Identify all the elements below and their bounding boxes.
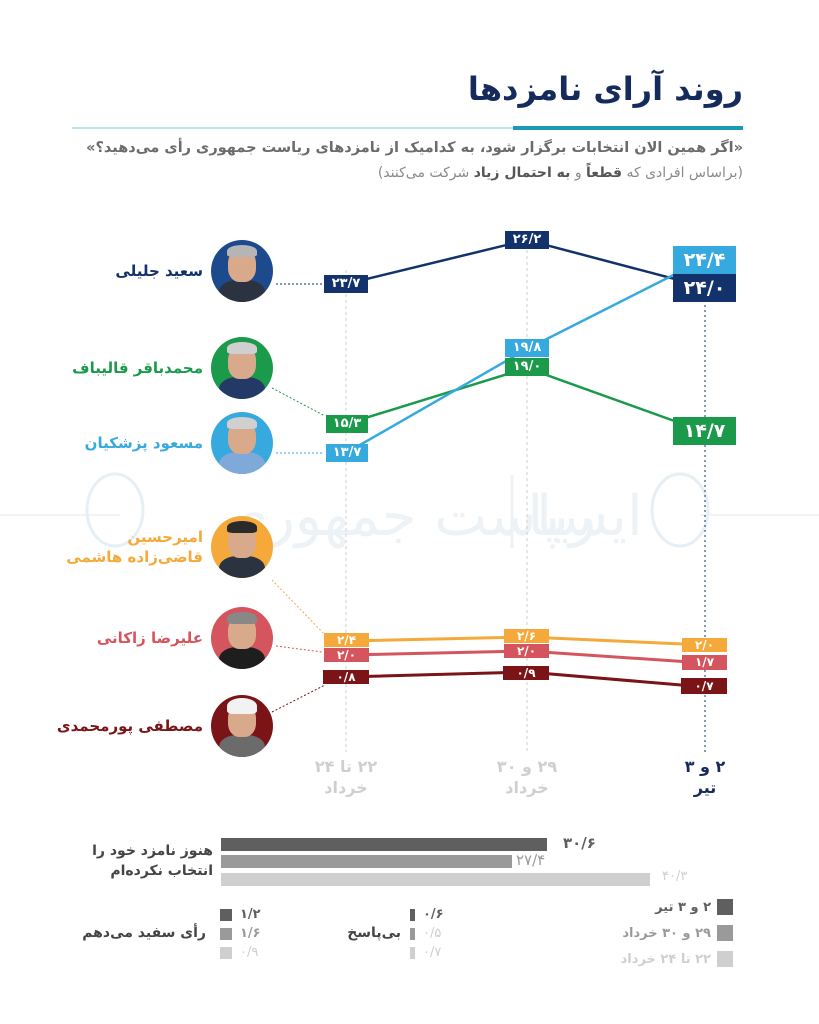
axis-label-period-2: ۲۹ و ۳۰ خرداد <box>477 757 577 799</box>
note-and: و <box>574 165 582 181</box>
legend-swatch <box>220 908 232 921</box>
page-title: روند آرای نامزدها <box>467 70 743 108</box>
value-label-hashemi-2: ۲/۶ <box>504 629 549 643</box>
title-divider-accent <box>513 126 743 130</box>
candidate-jalili: سعید جلیلی <box>115 240 273 302</box>
axis-label-line2: خرداد <box>324 777 368 797</box>
value-label-jalili-2: ۲۶/۲ <box>505 231 549 249</box>
candidate-ghalibaf: محمدباقر قالیباف <box>72 337 273 399</box>
no-answer-value: ۰/۷ <box>423 945 442 960</box>
candidate-name: امیرحسین قاضی‌زاده هاشمی <box>66 527 203 568</box>
no-answer-value: ۰/۵ <box>423 926 442 941</box>
survey-question: «اگر همین الان انتخابات برگزار شود، به ک… <box>86 140 743 156</box>
undecided-label-line1: هنوز نامزد خود را <box>92 843 213 859</box>
undecided-bar-period-1 <box>221 873 650 886</box>
svg-text:ریاست جمهوری: ریاست جمهوری <box>224 484 596 549</box>
undecided-value-period-1: ۴۰/۳ <box>662 869 688 884</box>
value-label-hashemi-1: ۲/۴ <box>324 633 369 647</box>
title-divider <box>72 126 743 130</box>
undecided-label: هنوز نامزد خود را انتخاب نکرده‌ام <box>63 842 213 881</box>
value-label-pourmohammadi-3: ۰/۷ <box>681 678 727 694</box>
candidate-zakani: علیرضا زاکانی <box>97 607 273 669</box>
candidate-hashemi: امیرحسین قاضی‌زاده هاشمی <box>66 516 273 578</box>
blank-vote-row-period-3: ۱/۲ <box>220 907 261 922</box>
axis-label-line2: تیر <box>693 777 717 797</box>
blank-vote-value: ۰/۹ <box>240 945 259 960</box>
undecided-bar-period-3 <box>221 838 547 851</box>
avatar-ghalibaf <box>211 337 273 399</box>
survey-note: (براساس افرادی که قطعاً و به احتمال زیاد… <box>378 165 743 181</box>
legend-item-period-3: ۲ و ۳ تیر <box>655 899 733 915</box>
legend-swatch <box>410 908 415 921</box>
avatar-zakani <box>211 607 273 669</box>
no-answer-row-period-2: ۰/۵ <box>410 926 441 941</box>
legend-item-period-1: ۲۲ تا ۲۴ خرداد <box>621 951 733 967</box>
legend-item-period-2: ۲۹ و ۳۰ خرداد <box>622 925 733 941</box>
no-answer-label: بی‌پاسخ <box>347 925 401 941</box>
axis-label-line1: ۲۲ تا ۲۴ <box>314 757 378 776</box>
blank-vote-value: ۱/۶ <box>240 926 261 941</box>
candidate-name: مسعود پزشکیان <box>84 433 203 452</box>
value-label-zakani-2: ۲/۰ <box>504 644 549 658</box>
undecided-value-period-3: ۳۰/۶ <box>563 834 596 852</box>
blank-vote-label: رأی سفید می‌دهم <box>82 925 206 941</box>
value-label-jalili-3: ۲۴/۰ <box>673 274 736 302</box>
candidate-pourmohammadi: مصطفی پورمحمدی <box>57 695 273 757</box>
legend-label: ۲۹ و ۳۰ خرداد <box>622 925 711 941</box>
legend-swatch <box>220 946 232 959</box>
value-label-ghalibaf-3: ۱۴/۷ <box>673 417 736 445</box>
legend-label: ۲۲ تا ۲۴ خرداد <box>620 951 711 967</box>
blank-vote-value: ۱/۲ <box>240 907 261 922</box>
axis-label-line2: خرداد <box>505 777 549 797</box>
blank-vote-row-period-2: ۱/۶ <box>220 926 261 941</box>
legend-swatch <box>410 927 415 940</box>
note-bold-likely: به احتمال زیاد <box>473 165 571 181</box>
undecided-bar-period-2 <box>221 855 512 868</box>
undecided-value-period-2: ۲۷/۴ <box>516 851 546 869</box>
legend-swatch <box>717 899 733 915</box>
value-label-ghalibaf-2: ۱۹/۰ <box>505 358 549 376</box>
candidate-name-line1: امیرحسین <box>127 527 203 546</box>
note-suffix: شرکت می‌کنند) <box>377 165 470 181</box>
no-answer-row-period-1: ۰/۷ <box>410 945 441 960</box>
legend-swatch <box>717 951 733 967</box>
legend-swatch <box>220 927 232 940</box>
value-label-pezeshkian-3: ۲۴/۴ <box>673 246 736 274</box>
legend-swatch <box>717 925 733 941</box>
no-answer-value: ۰/۶ <box>423 907 444 922</box>
value-label-pourmohammadi-2: ۰/۹ <box>503 666 549 680</box>
value-label-zakani-3: ۱/۷ <box>682 655 727 670</box>
axis-label-line1: ۲۹ و ۳۰ <box>496 757 558 776</box>
candidate-name: محمدباقر قالیباف <box>72 358 203 377</box>
legend-swatch <box>410 946 415 959</box>
avatar-jalili <box>211 240 273 302</box>
legend-label: ۲ و ۳ تیر <box>655 899 711 915</box>
avatar-pourmohammadi <box>211 695 273 757</box>
watermark: ریاست جمهوری ایسپا <box>0 472 819 549</box>
avatar-hashemi <box>211 516 273 578</box>
note-prefix: (براساس افرادی که <box>626 165 743 181</box>
value-label-zakani-1: ۲/۰ <box>324 648 369 662</box>
blank-vote-row-period-1: ۰/۹ <box>220 945 258 960</box>
axis-label-line1: ۲ و ۳ <box>684 757 726 776</box>
axis-label-period-1: ۲۲ تا ۲۴ خرداد <box>296 757 396 799</box>
candidate-name-line2: قاضی‌زاده هاشمی <box>66 548 203 566</box>
value-label-pezeshkian-2: ۱۹/۸ <box>505 339 549 357</box>
value-label-pezeshkian-1: ۱۳/۷ <box>326 444 368 462</box>
value-label-hashemi-3: ۲/۰ <box>682 638 727 652</box>
candidate-name: سعید جلیلی <box>115 261 203 280</box>
candidate-name: علیرضا زاکانی <box>96 628 203 647</box>
value-label-pourmohammadi-1: ۰/۸ <box>323 670 369 684</box>
candidate-pezeshkian: مسعود پزشکیان <box>85 412 273 474</box>
note-bold-definitely: قطعاً <box>586 165 623 181</box>
candidate-name: مصطفی پورمحمدی <box>56 716 203 735</box>
avatar-pezeshkian <box>211 412 273 474</box>
value-label-ghalibaf-1: ۱۵/۳ <box>326 415 368 433</box>
svg-text:ایسپا: ایسپا <box>527 484 642 549</box>
value-label-jalili-1: ۲۳/۷ <box>324 275 368 293</box>
no-answer-row-period-3: ۰/۶ <box>410 907 444 922</box>
undecided-label-line2: انتخاب نکرده‌ام <box>110 862 213 879</box>
axis-label-period-3: ۲ و ۳ تیر <box>655 757 755 799</box>
